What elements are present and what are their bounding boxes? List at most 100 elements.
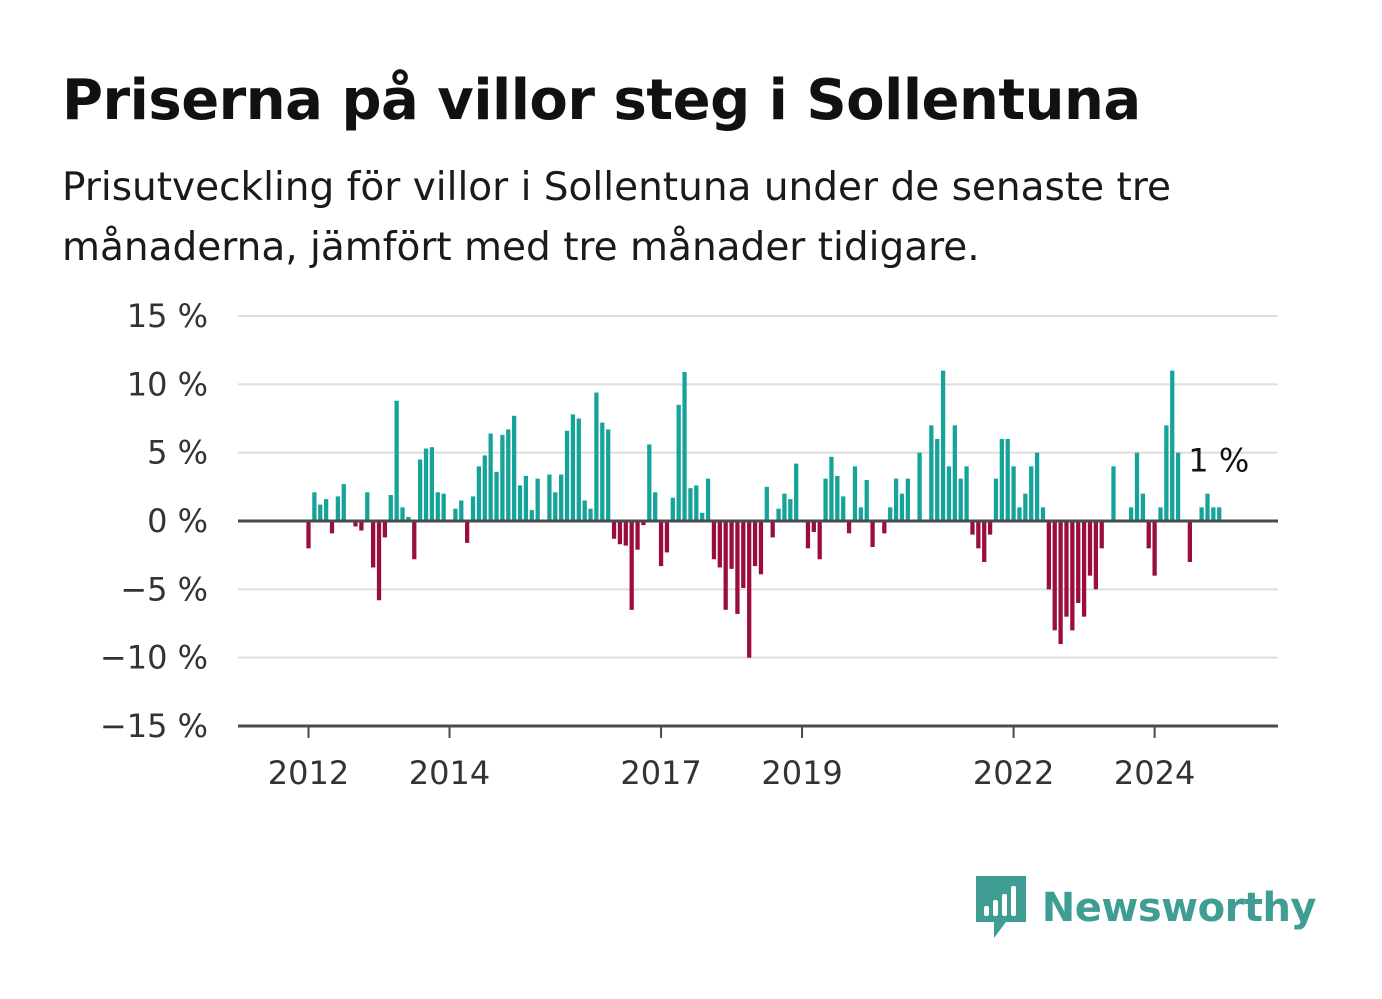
bar [1111,466,1116,521]
bar [611,521,617,539]
bar [817,521,822,560]
bar [553,492,558,521]
bar [365,492,370,521]
bar [858,507,863,521]
y-tick-label: 10 % [127,365,208,403]
bar [935,439,940,521]
bar [1146,521,1151,549]
bar [494,471,499,521]
bar [735,521,740,614]
bar [929,425,934,521]
bar [594,392,599,521]
newsworthy-logo-icon [975,876,1026,938]
bar [700,512,705,521]
bar [629,521,634,610]
bar [341,484,346,521]
bar [1175,452,1181,521]
bar [388,495,393,521]
bar [970,521,975,535]
bar [564,430,570,521]
bar [653,492,658,521]
bar [705,478,711,521]
bar [335,496,341,521]
bar [606,429,611,521]
bar [517,485,523,521]
x-tick-label: 2017 [620,754,701,792]
bar [1187,521,1193,562]
bar [453,508,458,521]
bar [459,500,464,521]
bar [1011,466,1016,521]
bar [1005,439,1010,521]
bar [329,521,335,534]
bar [940,370,946,521]
bar [741,521,746,588]
bar [852,466,858,521]
bar [1023,493,1028,521]
bar [1046,521,1051,590]
bar [747,521,752,658]
bar [882,521,887,534]
axes [238,519,1278,738]
bar [588,508,593,521]
bar [1052,521,1057,631]
bar [529,510,534,521]
bar [723,521,728,610]
bar [870,521,875,547]
bar [688,488,693,521]
bar [1064,521,1069,617]
bar [359,521,364,531]
bar [1034,452,1040,521]
bar [429,447,435,521]
bar [982,521,987,562]
y-tick-label: −15 % [100,707,208,745]
bar [353,521,358,527]
bar [676,404,681,521]
bar [382,521,388,538]
bar [323,499,329,521]
bar [488,433,493,521]
y-tick-label: −5 % [120,570,208,608]
y-tick-label: 0 % [147,502,208,540]
x-tick-label: 2022 [973,754,1054,792]
x-tick-label: 2024 [1114,754,1195,792]
bar [658,521,664,567]
bar [987,521,993,535]
bar [752,521,758,567]
bar [764,486,769,521]
bar [1158,507,1163,521]
bar [788,499,793,521]
bar [835,475,840,521]
bar [999,439,1004,521]
bar [617,521,623,545]
bar [1040,507,1046,521]
bar [465,521,470,543]
chart-title: Priserna på villor steg i Sollentuna [62,68,1141,133]
bar [400,507,405,521]
bar [1070,521,1075,631]
bar [829,456,834,521]
bar [1099,521,1104,549]
bar [312,492,317,521]
bar [441,493,446,521]
bar [582,500,587,521]
bars [306,370,1222,658]
x-tick-label: 2012 [268,754,349,792]
chart-subtitle: Prisutveckling för villor i Sollentuna u… [62,165,1171,270]
bar [547,474,552,521]
bar [717,521,722,568]
bar [559,474,564,521]
bar [729,521,734,569]
bar [1152,521,1157,576]
bar [1134,452,1140,521]
bar [841,496,846,521]
bar [418,459,423,521]
bar [893,478,899,521]
bar [482,455,487,521]
bar [888,507,893,521]
bar [476,466,482,521]
bar [523,475,529,521]
bar [371,521,376,568]
bar [318,504,323,521]
bar [770,521,775,538]
